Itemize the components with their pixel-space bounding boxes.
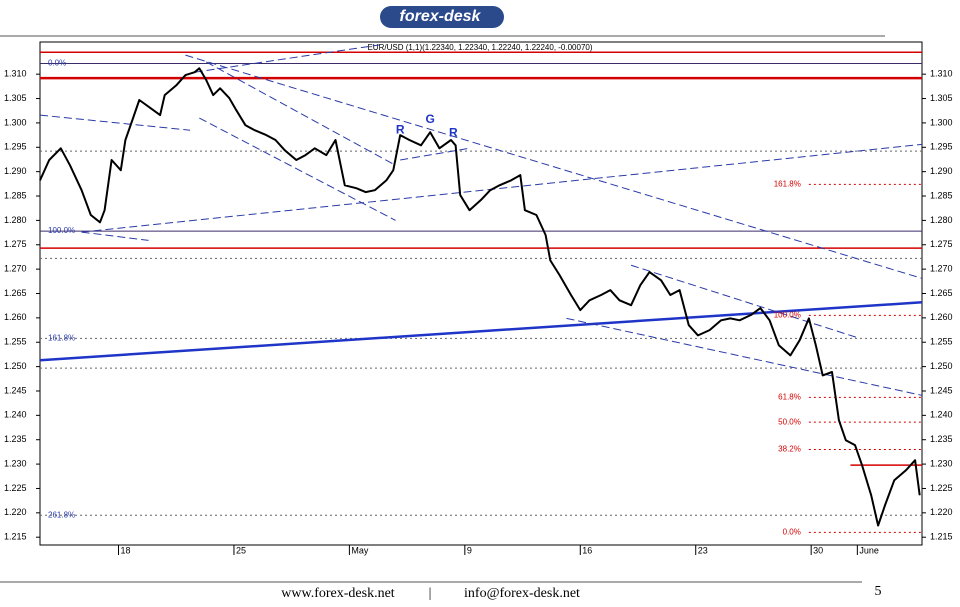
y-tick-label: 1.285 <box>930 190 953 200</box>
y-tick-label: 1.270 <box>930 264 953 274</box>
footer-separator: | <box>429 586 432 601</box>
fib-label: 100.0% <box>774 311 801 320</box>
trend-line <box>39 301 923 362</box>
plot-frame <box>39 41 923 546</box>
fib-label: 161.8% <box>774 179 801 188</box>
y-tick-label: 1.255 <box>930 337 953 347</box>
x-tick-label: 16 <box>582 545 592 555</box>
trend-line <box>566 317 923 396</box>
x-tick-label: 30 <box>813 545 823 555</box>
trend-line <box>185 54 923 279</box>
y-tick-label: 1.230 <box>4 458 27 468</box>
chart-title: EUR/USD (1,1)(1.22340, 1.22340, 1.22240,… <box>367 43 592 52</box>
fib-label: 0.0% <box>48 59 66 68</box>
y-tick-label: 1.265 <box>4 288 27 298</box>
price-line <box>39 67 921 527</box>
footer-website: www.forex-desk.net <box>281 586 394 601</box>
y-tick-label: 1.250 <box>930 361 953 371</box>
y-tick-label: 1.310 <box>930 69 953 79</box>
fib-label: 100.0% <box>48 226 75 235</box>
y-tick-label: 1.305 <box>4 93 27 103</box>
y-tick-label: 1.225 <box>4 483 27 493</box>
trend-line <box>194 44 380 73</box>
y-tick-label: 1.235 <box>930 434 953 444</box>
y-tick-label: 1.255 <box>4 337 27 347</box>
y-tick-label: 1.295 <box>930 142 953 152</box>
y-tick-label: 1.245 <box>4 385 27 395</box>
logo-badge <box>380 6 504 28</box>
y-tick-label: 1.275 <box>4 239 27 249</box>
y-tick-label: 1.300 <box>930 117 953 127</box>
y-tick-label: 1.290 <box>930 166 953 176</box>
y-tick-label: 1.270 <box>4 264 27 274</box>
y-tick-label: 1.250 <box>4 361 27 371</box>
y-tick-label: 1.220 <box>4 507 27 517</box>
y-tick-label: 1.275 <box>930 239 953 249</box>
x-tick-label: May <box>351 545 369 555</box>
y-tick-label: 1.230 <box>930 458 953 468</box>
trend-line <box>400 147 470 161</box>
x-tick-label: 23 <box>698 545 708 555</box>
x-tick-label: 25 <box>236 545 246 555</box>
x-tick-label: 18 <box>121 545 131 555</box>
y-tick-label: 1.305 <box>930 93 953 103</box>
y-tick-label: 1.310 <box>4 69 27 79</box>
fib-label: 261.8% <box>48 510 75 519</box>
trend-line <box>81 143 923 233</box>
y-tick-label: 1.235 <box>4 434 27 444</box>
y-tick-label: 1.265 <box>930 288 953 298</box>
y-tick-label: 1.280 <box>4 215 27 225</box>
y-tick-label: 1.290 <box>4 166 27 176</box>
trend-line <box>81 231 149 241</box>
y-tick-label: 1.260 <box>4 312 27 322</box>
pattern-label: R <box>396 122 405 136</box>
fib-label: 61.8% <box>778 392 801 401</box>
y-tick-label: 1.215 <box>4 532 27 542</box>
trend-line <box>630 264 860 339</box>
fib-label: 38.2% <box>778 445 801 454</box>
fib-label: 50.0% <box>778 417 801 426</box>
fib-label: 161.8% <box>48 333 75 342</box>
y-tick-label: 1.280 <box>930 215 953 225</box>
x-tick-label: 9 <box>467 545 472 555</box>
y-tick-label: 1.300 <box>4 117 27 127</box>
trend-line <box>39 114 191 131</box>
y-tick-label: 1.285 <box>4 190 27 200</box>
y-tick-label: 1.245 <box>930 385 953 395</box>
y-tick-label: 1.225 <box>930 483 953 493</box>
x-tick-label: June <box>859 545 879 555</box>
y-tick-label: 1.220 <box>930 507 953 517</box>
y-tick-label: 1.240 <box>4 410 27 420</box>
y-tick-label: 1.295 <box>4 142 27 152</box>
y-tick-label: 1.260 <box>930 312 953 322</box>
footer-email: info@forex-desk.net <box>464 586 580 601</box>
logo: forex-desk <box>400 8 482 25</box>
trend-line <box>199 117 396 221</box>
fib-label: 0.0% <box>783 527 801 536</box>
y-tick-label: 1.215 <box>930 532 953 542</box>
pattern-label: R <box>449 125 458 139</box>
y-tick-label: 1.240 <box>930 410 953 420</box>
page-number: 5 <box>875 584 882 599</box>
pattern-label: G <box>426 112 435 126</box>
